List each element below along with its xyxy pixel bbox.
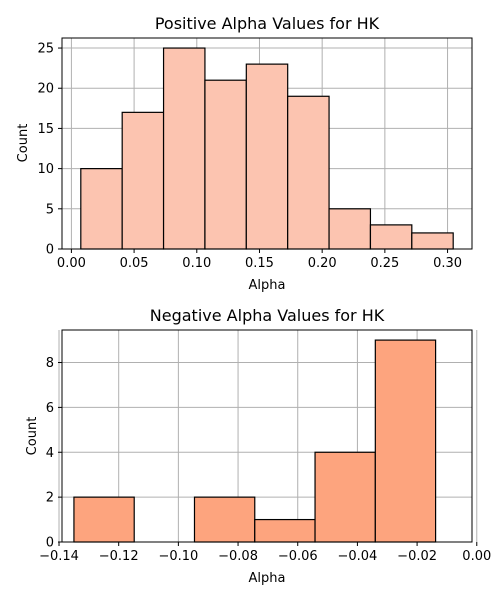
histogram-bar bbox=[369, 224, 413, 250]
histogram-bar bbox=[411, 232, 454, 250]
histogram-bar bbox=[254, 518, 316, 543]
y-tick-label: 2 bbox=[46, 491, 54, 506]
negative-alpha-histogram: −0.14 −0.12 −0.10 −0.08 −0.06 −0.04 −0.02 0.00 0… bbox=[25, 306, 491, 586]
x-tick-label: −0.08 bbox=[218, 549, 258, 564]
histogram-bar bbox=[314, 451, 376, 543]
y-tick-label: 0 bbox=[46, 536, 54, 551]
x-tick-label: −0.10 bbox=[158, 549, 198, 564]
histogram-bar bbox=[162, 47, 206, 250]
histogram-bar bbox=[328, 208, 372, 250]
y-tick-label: 6 bbox=[46, 401, 54, 416]
y-tick-label: 10 bbox=[37, 162, 54, 177]
x-tick-label: 0.05 bbox=[120, 256, 149, 271]
histogram-bar bbox=[374, 339, 437, 543]
y-tick-label: 20 bbox=[37, 82, 54, 97]
x-tick-label: −0.02 bbox=[397, 549, 437, 564]
x-tick-label: 0.15 bbox=[245, 256, 274, 271]
histogram-bar bbox=[73, 496, 135, 543]
axes-frame bbox=[61, 329, 473, 543]
y-axis-label: Count bbox=[16, 124, 31, 163]
x-tick-label: 0.10 bbox=[182, 256, 211, 271]
axes-frame bbox=[61, 37, 473, 250]
y-tick-label: 0 bbox=[46, 243, 54, 258]
x-tick-label: 0.00 bbox=[462, 549, 491, 564]
positive-alpha-histogram: 0.00 0.05 0.10 0.15 0.20 0.25 0.30 0 5 10 15 20 25 P… bbox=[16, 14, 473, 293]
histogram-bar bbox=[245, 63, 289, 250]
x-tick-label: −0.06 bbox=[278, 549, 318, 564]
y-axis-label: Count bbox=[25, 417, 40, 456]
x-tick-label: −0.14 bbox=[39, 549, 79, 564]
histogram-bar bbox=[287, 95, 330, 250]
y-tick-label: 4 bbox=[46, 446, 54, 461]
chart-title: Negative Alpha Values for HK bbox=[150, 306, 385, 325]
x-tick-label: −0.04 bbox=[337, 549, 377, 564]
histogram-bar bbox=[204, 79, 247, 250]
histogram-bar bbox=[121, 111, 165, 250]
y-tick-label: 25 bbox=[37, 42, 54, 57]
x-tick-label: 0.20 bbox=[308, 256, 337, 271]
chart-title: Positive Alpha Values for HK bbox=[155, 14, 380, 33]
x-tick-label: 0.00 bbox=[57, 256, 86, 271]
x-tick-label: 0.30 bbox=[433, 256, 462, 271]
y-tick-label: 5 bbox=[46, 202, 54, 217]
x-axis-label: Alpha bbox=[249, 571, 286, 586]
x-axis-label: Alpha bbox=[249, 278, 286, 293]
x-tick-label: 0.25 bbox=[370, 256, 399, 271]
x-tick-label: −0.12 bbox=[99, 549, 139, 564]
histogram-bar bbox=[193, 496, 256, 543]
y-tick-label: 8 bbox=[46, 356, 54, 371]
y-tick-label: 15 bbox=[37, 122, 54, 137]
histogram-bar bbox=[80, 168, 123, 250]
